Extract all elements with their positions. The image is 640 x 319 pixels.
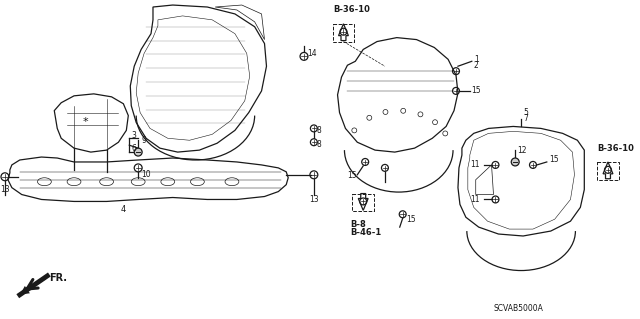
Text: 6: 6 (131, 144, 136, 153)
Text: *: * (83, 117, 89, 128)
Text: 8: 8 (317, 126, 321, 135)
Text: 9: 9 (141, 136, 146, 145)
Text: 4: 4 (121, 205, 126, 214)
Text: 13: 13 (309, 195, 319, 204)
Bar (597, 162, 619, 180)
Text: 15: 15 (348, 171, 357, 180)
Text: 5: 5 (523, 108, 528, 117)
Text: 11: 11 (470, 195, 479, 204)
Text: B-36-10: B-36-10 (333, 5, 371, 14)
Text: 10: 10 (141, 170, 151, 179)
Text: 12: 12 (517, 146, 527, 155)
Text: SCVAB5000A: SCVAB5000A (493, 304, 543, 313)
Text: 1: 1 (474, 55, 479, 64)
Text: 8: 8 (317, 140, 321, 149)
Text: 15: 15 (471, 86, 481, 95)
Circle shape (511, 158, 519, 166)
Text: B-36-10: B-36-10 (597, 144, 634, 153)
Text: B-8: B-8 (350, 220, 366, 229)
Text: 3: 3 (131, 131, 136, 140)
Text: 11: 11 (470, 160, 479, 169)
Text: 15: 15 (406, 215, 416, 224)
Text: 14: 14 (307, 49, 317, 58)
Bar (353, 194, 374, 211)
Text: 15: 15 (548, 155, 558, 165)
Text: 7: 7 (523, 114, 528, 123)
Circle shape (134, 148, 142, 156)
Bar (333, 24, 355, 41)
Text: B-46-1: B-46-1 (350, 227, 381, 237)
Text: 13: 13 (0, 185, 10, 194)
Text: FR.: FR. (49, 273, 67, 284)
Text: 2: 2 (474, 61, 479, 70)
